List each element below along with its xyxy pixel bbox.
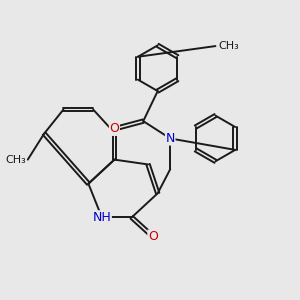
Text: O: O — [148, 230, 158, 243]
Text: NH: NH — [92, 211, 111, 224]
Text: O: O — [110, 122, 119, 135]
Text: CH₃: CH₃ — [6, 154, 26, 165]
Text: CH₃: CH₃ — [218, 41, 239, 51]
Text: N: N — [166, 132, 175, 145]
